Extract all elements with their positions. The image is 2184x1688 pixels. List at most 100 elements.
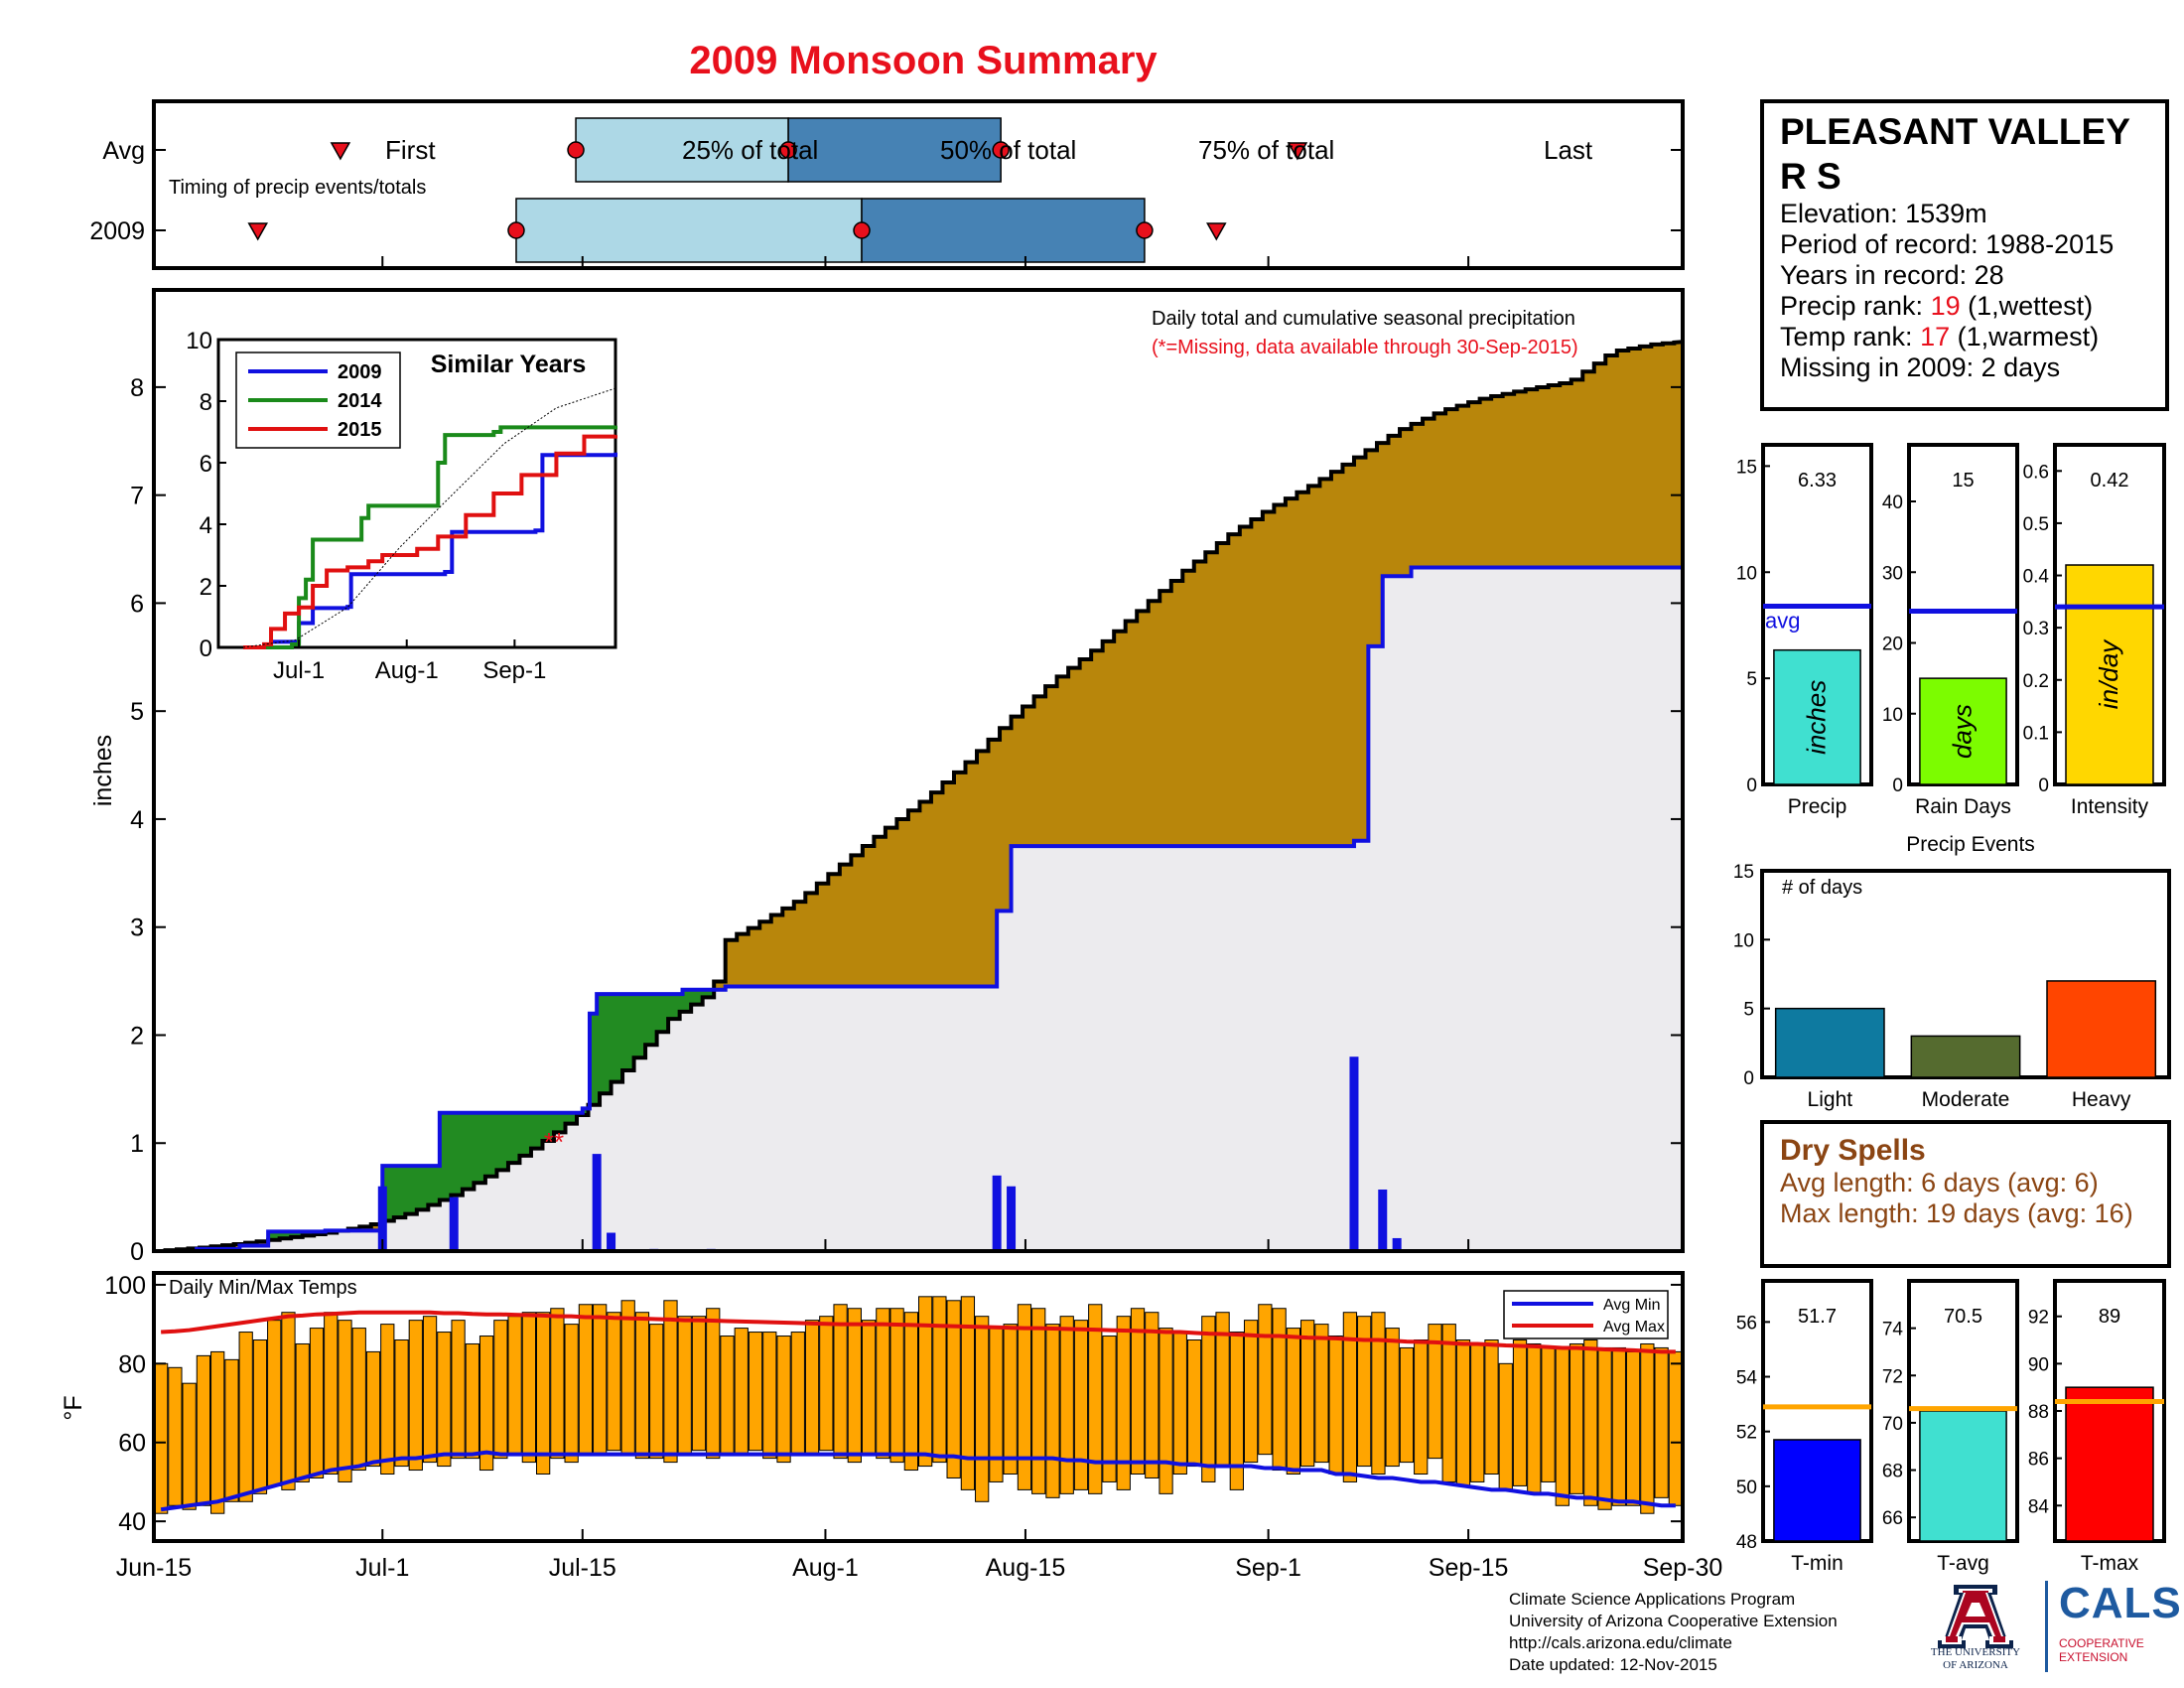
events-bar [1910,1035,2021,1078]
main-note-line1: Daily total and cumulative seasonal prec… [1152,308,1575,330]
stat-ytick-label: 40 [1882,492,1903,513]
temp-range-bar [1088,1304,1103,1494]
x-tick-label: Sep-15 [1429,1554,1509,1582]
stat-value-bar [1773,1439,1861,1542]
x-tick-label: Sep-1 [1235,1554,1301,1582]
timing-dot [567,141,585,159]
dry-spells-avg: Avg length: 6 days (avg: 6) [1780,1168,2099,1197]
timing-marks [154,117,1683,263]
temp-range-bar [634,1312,650,1460]
temp-range-bar [762,1332,777,1460]
temp-range-bar [1484,1339,1499,1475]
stat-ytick-label: 20 [1882,634,1903,655]
temp-range-bar [960,1296,976,1490]
temp-range-bar [1441,1324,1456,1482]
temp-range-bar [182,1382,197,1510]
temp-legend-label-min: Avg Min [1603,1297,1661,1314]
temp-range-bar [564,1324,579,1464]
events-ylabel: # of days [1782,877,1862,899]
temp-range-bar [706,1308,721,1460]
stat-ytick-label: 0.4 [2023,567,2050,588]
footer-line3: http://cals.arizona.edu/climate [1509,1633,1732,1652]
temp-range-bar [946,1300,961,1478]
timing-box-second-half [787,117,1002,183]
temp-range-bar [536,1312,551,1476]
inset-ytick-label: 0 [200,635,212,662]
temp-range-bar [1145,1312,1160,1478]
station-years: Years in record: 28 [1780,260,2004,290]
stat-ytick-label: 15 [1736,457,1757,478]
daily-precip-bar [607,1232,616,1251]
temp-range-bar [918,1296,933,1468]
temp-range-bar [833,1304,848,1460]
temp-range-bar [847,1308,862,1464]
temp-range-bar [437,1332,452,1468]
temp-range-bar [1428,1324,1442,1460]
temp-range-bar [889,1308,904,1464]
timing-dot [992,141,1010,159]
temp-plot: 40 60 80 100 [104,1272,1683,1536]
temp-range-bar [1668,1350,1683,1506]
temp-range-bar [1357,1316,1372,1468]
stat-panel-precip: 0 5 10 15 6.33 Precip inches avg [1736,443,1873,818]
timing-dot [853,221,871,239]
station-precip-rank: Precip rank: 19 (1,wettest) [1780,291,2093,321]
temp-range-bar [380,1324,395,1476]
inset-series-line [243,434,617,649]
stat-ytick-label: 72 [1882,1366,1903,1387]
timing-dot [507,221,525,239]
temp-range-bar [1342,1312,1358,1482]
stat-title: Rain Days [1915,795,2011,818]
temp-legend [1503,1290,1669,1339]
stat-title: T-avg [1937,1552,1989,1575]
similar-years-inset: 0 2 4 6 8 10 Jul-1 Aug-1 Sep-1 Similar Years 200… [186,328,617,684]
stat-ytick-label: 10 [1882,705,1903,726]
temp-range-bar [804,1320,820,1456]
stat-value-label: 15 [1952,470,1974,492]
main-areas [154,340,1684,1253]
stat-ytick-label: 0 [1746,775,1757,796]
y-tick-label: 4 [130,806,144,834]
temp-range-bar [1073,1320,1089,1490]
stat-panel-rain-days: 0 10 20 30 40 15 Rain Days days [1882,443,2019,818]
stat-ytick-label: 0.1 [2023,723,2049,744]
daily-precip-bar [449,1196,459,1251]
y-tick-label: 8 [130,374,144,402]
page-title: 2009 Monsoon Summary [689,39,1158,82]
stat-value-bar [2065,564,2154,785]
temp-ytick-label: 80 [118,1350,146,1378]
stat-ytick-label: 92 [2028,1308,2049,1329]
stat-value-bar [1919,1410,2007,1542]
main-ylabel: inches [89,735,117,806]
x-tick-label: Jul-15 [549,1554,616,1582]
daily-precip-bar [377,1186,387,1251]
temp-range-bar [154,1362,169,1514]
x-tick-label: Aug-15 [986,1554,1066,1582]
temp-ylabel: °F [60,1395,87,1420]
temp-range-bar [677,1316,692,1456]
stat-ytick-label: 54 [1736,1368,1758,1389]
temp-range-bar [1258,1304,1273,1456]
cals-logo: CALS COOPERATIVE EXTENSION [2045,1579,2181,1678]
stat-unit-label: in/day [2094,638,2123,709]
temp-range-bar [1470,1342,1485,1482]
stat-value-bar [2065,1386,2154,1542]
temp-range-bar [663,1300,678,1464]
temp-range-bar [451,1320,466,1460]
temp-range-bar [1625,1350,1641,1506]
events-bar [1774,1007,1885,1078]
stat-panels: 0 5 10 15 6.33 Precip inches avg 0 10 20 30 40 15 Rain… [1736,443,2166,1575]
temp-range-bar [734,1328,749,1456]
temp-range-bar [1371,1312,1386,1476]
precip-events-panel: Precip Events Light Moderate Heavy 0 5 10 15 #… [1733,833,2171,1111]
dry-spells-title: Dry Spells [1780,1134,1926,1167]
main-note-line2: (*=Missing, data available through 30-Se… [1152,337,1578,358]
timing-row-label-2009: 2009 [89,217,145,245]
footer-line1: Climate Science Applications Program [1509,1590,1796,1609]
missing-data-marker: ** [544,1127,564,1157]
temp-range-bar [309,1328,325,1478]
temp-range-bar [295,1342,310,1482]
stat-ytick-label: 56 [1736,1313,1757,1334]
events-category-label: Moderate [1922,1088,2010,1111]
temp-range-bar [1541,1346,1556,1482]
